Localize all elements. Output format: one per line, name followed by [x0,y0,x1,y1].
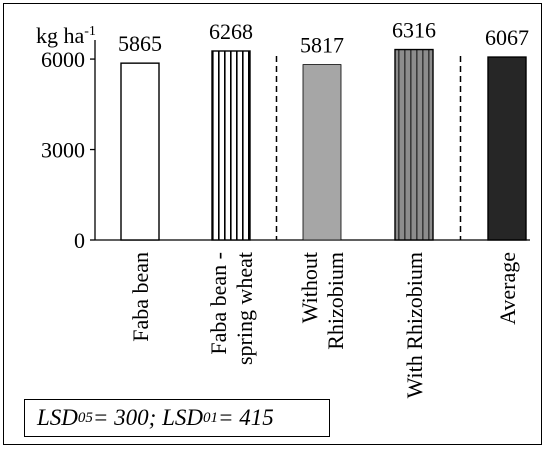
figure-border [3,3,542,445]
lsd05-value: = 300; [92,405,157,430]
bar [302,64,342,241]
bar-value-label: 6316 [392,18,436,43]
lsd-annotation: LSD 05 = 300; LSD 01 = 415 [24,399,330,437]
bar-value-label: 5865 [118,31,162,56]
bar [394,48,434,241]
lsd01-value: = 415 [218,405,274,430]
x-tick-label: Average [495,252,520,325]
bar-value-label: 6067 [485,25,529,50]
bar [211,50,251,241]
y-axis-unit-label: kg ha-1 [36,23,96,48]
x-tick-label: spring wheat [232,252,257,365]
bar [487,56,527,241]
lsd01-label: LSD [162,405,203,430]
bar-value-label: 5817 [300,33,344,58]
lsd05-label: LSD [37,405,78,430]
x-axis-labels: Faba bean Faba bean - spring wheat Without R… [128,252,520,398]
x-tick-label: Faba bean [128,252,153,342]
y-axis: 0 3000 6000 [41,40,530,253]
x-tick-label: Rhizobium [323,252,348,350]
bar-value-label: 6268 [209,19,253,44]
bars [120,48,527,241]
y-tick-label: 6000 [41,47,85,72]
x-tick-label: With Rhizobium [402,252,427,398]
group-separators [275,56,462,240]
data-labels: 5865 6268 5817 6316 6067 [118,18,529,58]
y-tick-label: 3000 [41,138,85,163]
x-tick-label: Faba bean - [206,252,231,355]
x-tick-label: Without [297,252,322,323]
y-tick-label: 0 [74,228,85,253]
bar [120,62,160,241]
